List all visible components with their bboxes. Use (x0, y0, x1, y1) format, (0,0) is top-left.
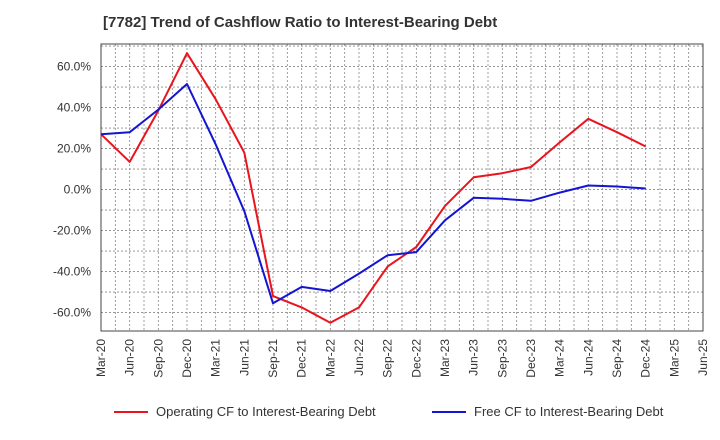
x-tick-label: Jun-21 (237, 339, 251, 376)
x-tick-label: Jun-23 (467, 339, 481, 376)
x-tick-label: Dec-24 (639, 339, 653, 378)
x-axis-ticks: Mar-20 Jun-20 Sep-20 Dec-20 Mar-21 Jun-21 Sep-… (94, 339, 710, 378)
y-tick-label: -20.0% (53, 224, 91, 238)
grid-lines (101, 44, 703, 331)
x-tick-label: Mar-25 (667, 339, 681, 377)
x-tick-label: Dec-21 (295, 339, 309, 378)
x-tick-label: Sep-22 (381, 339, 395, 378)
legend-swatch-free-cf (432, 410, 466, 413)
x-tick-label: Mar-20 (94, 339, 108, 377)
y-tick-label: 20.0% (57, 142, 91, 156)
series-lines (100, 52, 647, 324)
plot-frame (100, 43, 704, 332)
x-tick-label: Jun-20 (123, 339, 137, 376)
x-tick-label: Sep-24 (610, 339, 624, 378)
legend-label-free-cf: Free CF to Interest-Bearing Debt (474, 404, 664, 419)
y-tick-label: 0.0% (64, 183, 92, 197)
x-tick-label: Jun-24 (581, 339, 595, 376)
x-tick-label: Sep-23 (495, 339, 509, 378)
y-tick-label: -40.0% (53, 265, 91, 279)
legend: Operating CF to Interest-Bearing Debt Fr… (0, 404, 720, 426)
chart-title: [7782] Trend of Cashflow Ratio to Intere… (103, 14, 498, 31)
x-tick-label: Jun-25 (696, 339, 710, 376)
x-tick-label: Mar-23 (438, 339, 452, 377)
x-tick-label: Dec-22 (409, 339, 423, 378)
y-tick-label: -60.0% (53, 306, 91, 320)
x-tick-label: Jun-22 (352, 339, 366, 376)
x-tick-label: Sep-21 (266, 339, 280, 378)
series-line-operating-cf (100, 52, 647, 324)
x-tick-label: Dec-23 (524, 339, 538, 378)
x-tick-label: Mar-24 (553, 339, 567, 377)
legend-swatch-operating-cf (114, 410, 148, 413)
series-line-free-cf (100, 83, 646, 305)
legend-label-operating-cf: Operating CF to Interest-Bearing Debt (156, 404, 376, 419)
legend-item-operating-cf: Operating CF to Interest-Bearing Debt (114, 404, 376, 419)
legend-item-free-cf: Free CF to Interest-Bearing Debt (432, 404, 663, 419)
x-tick-label: Dec-20 (180, 339, 194, 378)
x-tick-label: Sep-20 (151, 339, 165, 378)
x-tick-label: Mar-22 (323, 339, 337, 377)
y-tick-label: 60.0% (57, 60, 91, 74)
x-tick-label: Mar-21 (209, 339, 223, 377)
y-tick-label: 40.0% (57, 101, 91, 115)
y-axis-ticks: 60.0% 40.0% 20.0% 0.0% -20.0% -40.0% -60.0% (53, 60, 91, 320)
